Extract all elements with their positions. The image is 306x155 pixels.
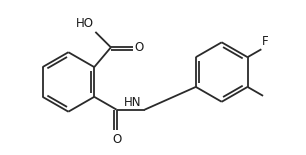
Text: O: O <box>112 133 121 146</box>
Text: HN: HN <box>124 96 141 109</box>
Text: HO: HO <box>76 17 94 30</box>
Text: F: F <box>262 35 269 48</box>
Text: O: O <box>135 41 144 54</box>
